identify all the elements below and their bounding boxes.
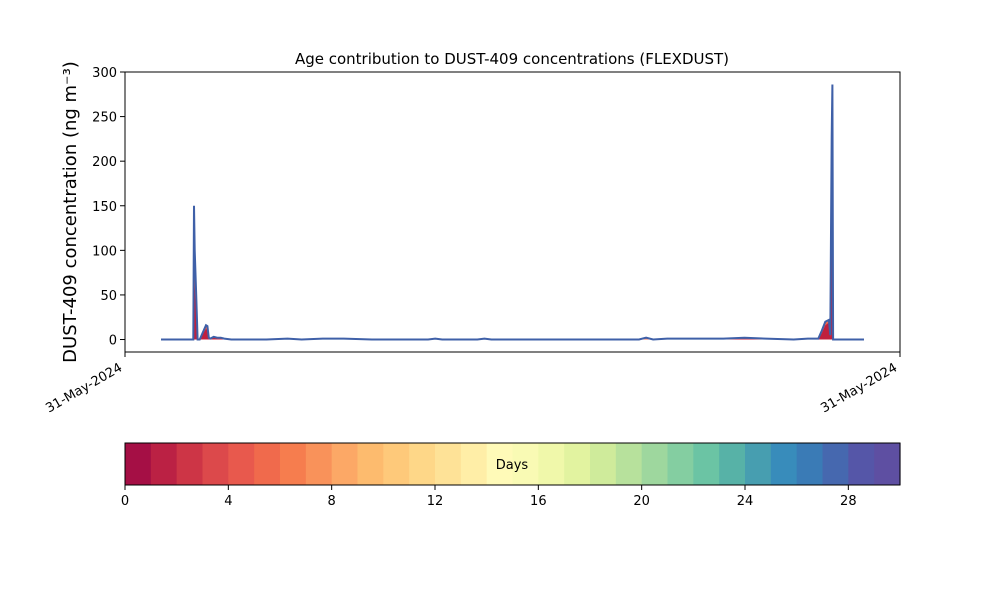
age-line-oldest — [161, 84, 864, 341]
colorbar-swatch — [590, 443, 617, 485]
colorbar-swatch — [383, 443, 410, 485]
colorbar-swatch — [770, 443, 798, 485]
colorbar-tick-label: 20 — [633, 494, 650, 509]
colorbar-swatch — [409, 443, 436, 485]
y-tick-label: 200 — [92, 155, 117, 170]
colorbar-swatch — [874, 443, 901, 485]
colorbar-swatch — [615, 443, 643, 485]
y-tick-label: 100 — [92, 244, 117, 259]
y-tick-label: 50 — [100, 289, 117, 304]
colorbar-swatch — [202, 443, 229, 485]
colorbar-swatch — [435, 443, 462, 485]
colorbar-swatch — [822, 443, 849, 485]
colorbar-swatch — [512, 443, 539, 485]
colorbar-frame — [124, 442, 901, 486]
x-tick-label: 31-May-2024 — [43, 360, 125, 416]
colorbar-swatch — [357, 443, 384, 485]
colorbar-swatch — [254, 443, 281, 485]
colorbar-swatch — [460, 443, 488, 485]
colorbar-swatch — [486, 443, 514, 485]
colorbar-swatch — [719, 443, 746, 485]
colorbar-tick-label: 28 — [840, 494, 857, 509]
plot-frame — [124, 71, 901, 353]
colorbar-tick-label: 24 — [737, 494, 754, 509]
colorbar-swatch — [280, 443, 307, 485]
colorbar-swatch — [150, 443, 178, 485]
y-tick-label: 150 — [92, 200, 117, 215]
age-area-young — [161, 170, 864, 340]
colorbar-tick-label: 16 — [530, 494, 547, 509]
colorbar: 0 4 8 12 16 20 24 28 — [121, 442, 901, 509]
colorbar-tick-label: 8 — [328, 494, 336, 509]
age-area-total — [161, 84, 864, 340]
colorbar-swatch — [641, 443, 669, 485]
colorbar-swatch — [538, 443, 565, 485]
colorbar-swatch — [796, 443, 824, 485]
colorbar-swatch — [125, 443, 152, 485]
colorbar-tick-label: 4 — [224, 494, 232, 509]
x-tick-label: 31-May-2024 — [818, 360, 900, 416]
y-tick-label: 0 — [109, 334, 117, 349]
colorbar-tick-label: 12 — [427, 494, 444, 509]
colorbar-swatch — [848, 443, 875, 485]
colorbar-swatch — [176, 443, 204, 485]
colorbar-swatch — [331, 443, 359, 485]
colorbar-label: Days — [496, 458, 529, 473]
y-tick-label: 300 — [92, 66, 117, 81]
axes: 0 50 100 150 200 250 300 — [92, 66, 901, 353]
colorbar-swatch — [667, 443, 694, 485]
x-axis-ticks: 31-May-2024 31-May-2024 — [43, 352, 901, 416]
series-layer — [161, 84, 864, 341]
colorbar-swatch — [564, 443, 591, 485]
y-axis-label: DUST-409 concentration (ng m⁻³) — [60, 61, 81, 363]
chart-title: Age contribution to DUST-409 concentrati… — [295, 50, 729, 68]
colorbar-swatch — [693, 443, 720, 485]
colorbar-tick-label: 0 — [121, 494, 129, 509]
colorbar-swatch — [305, 443, 333, 485]
y-tick-label: 250 — [92, 111, 117, 126]
colorbar-swatch — [745, 443, 772, 485]
colorbar-swatch — [228, 443, 255, 485]
